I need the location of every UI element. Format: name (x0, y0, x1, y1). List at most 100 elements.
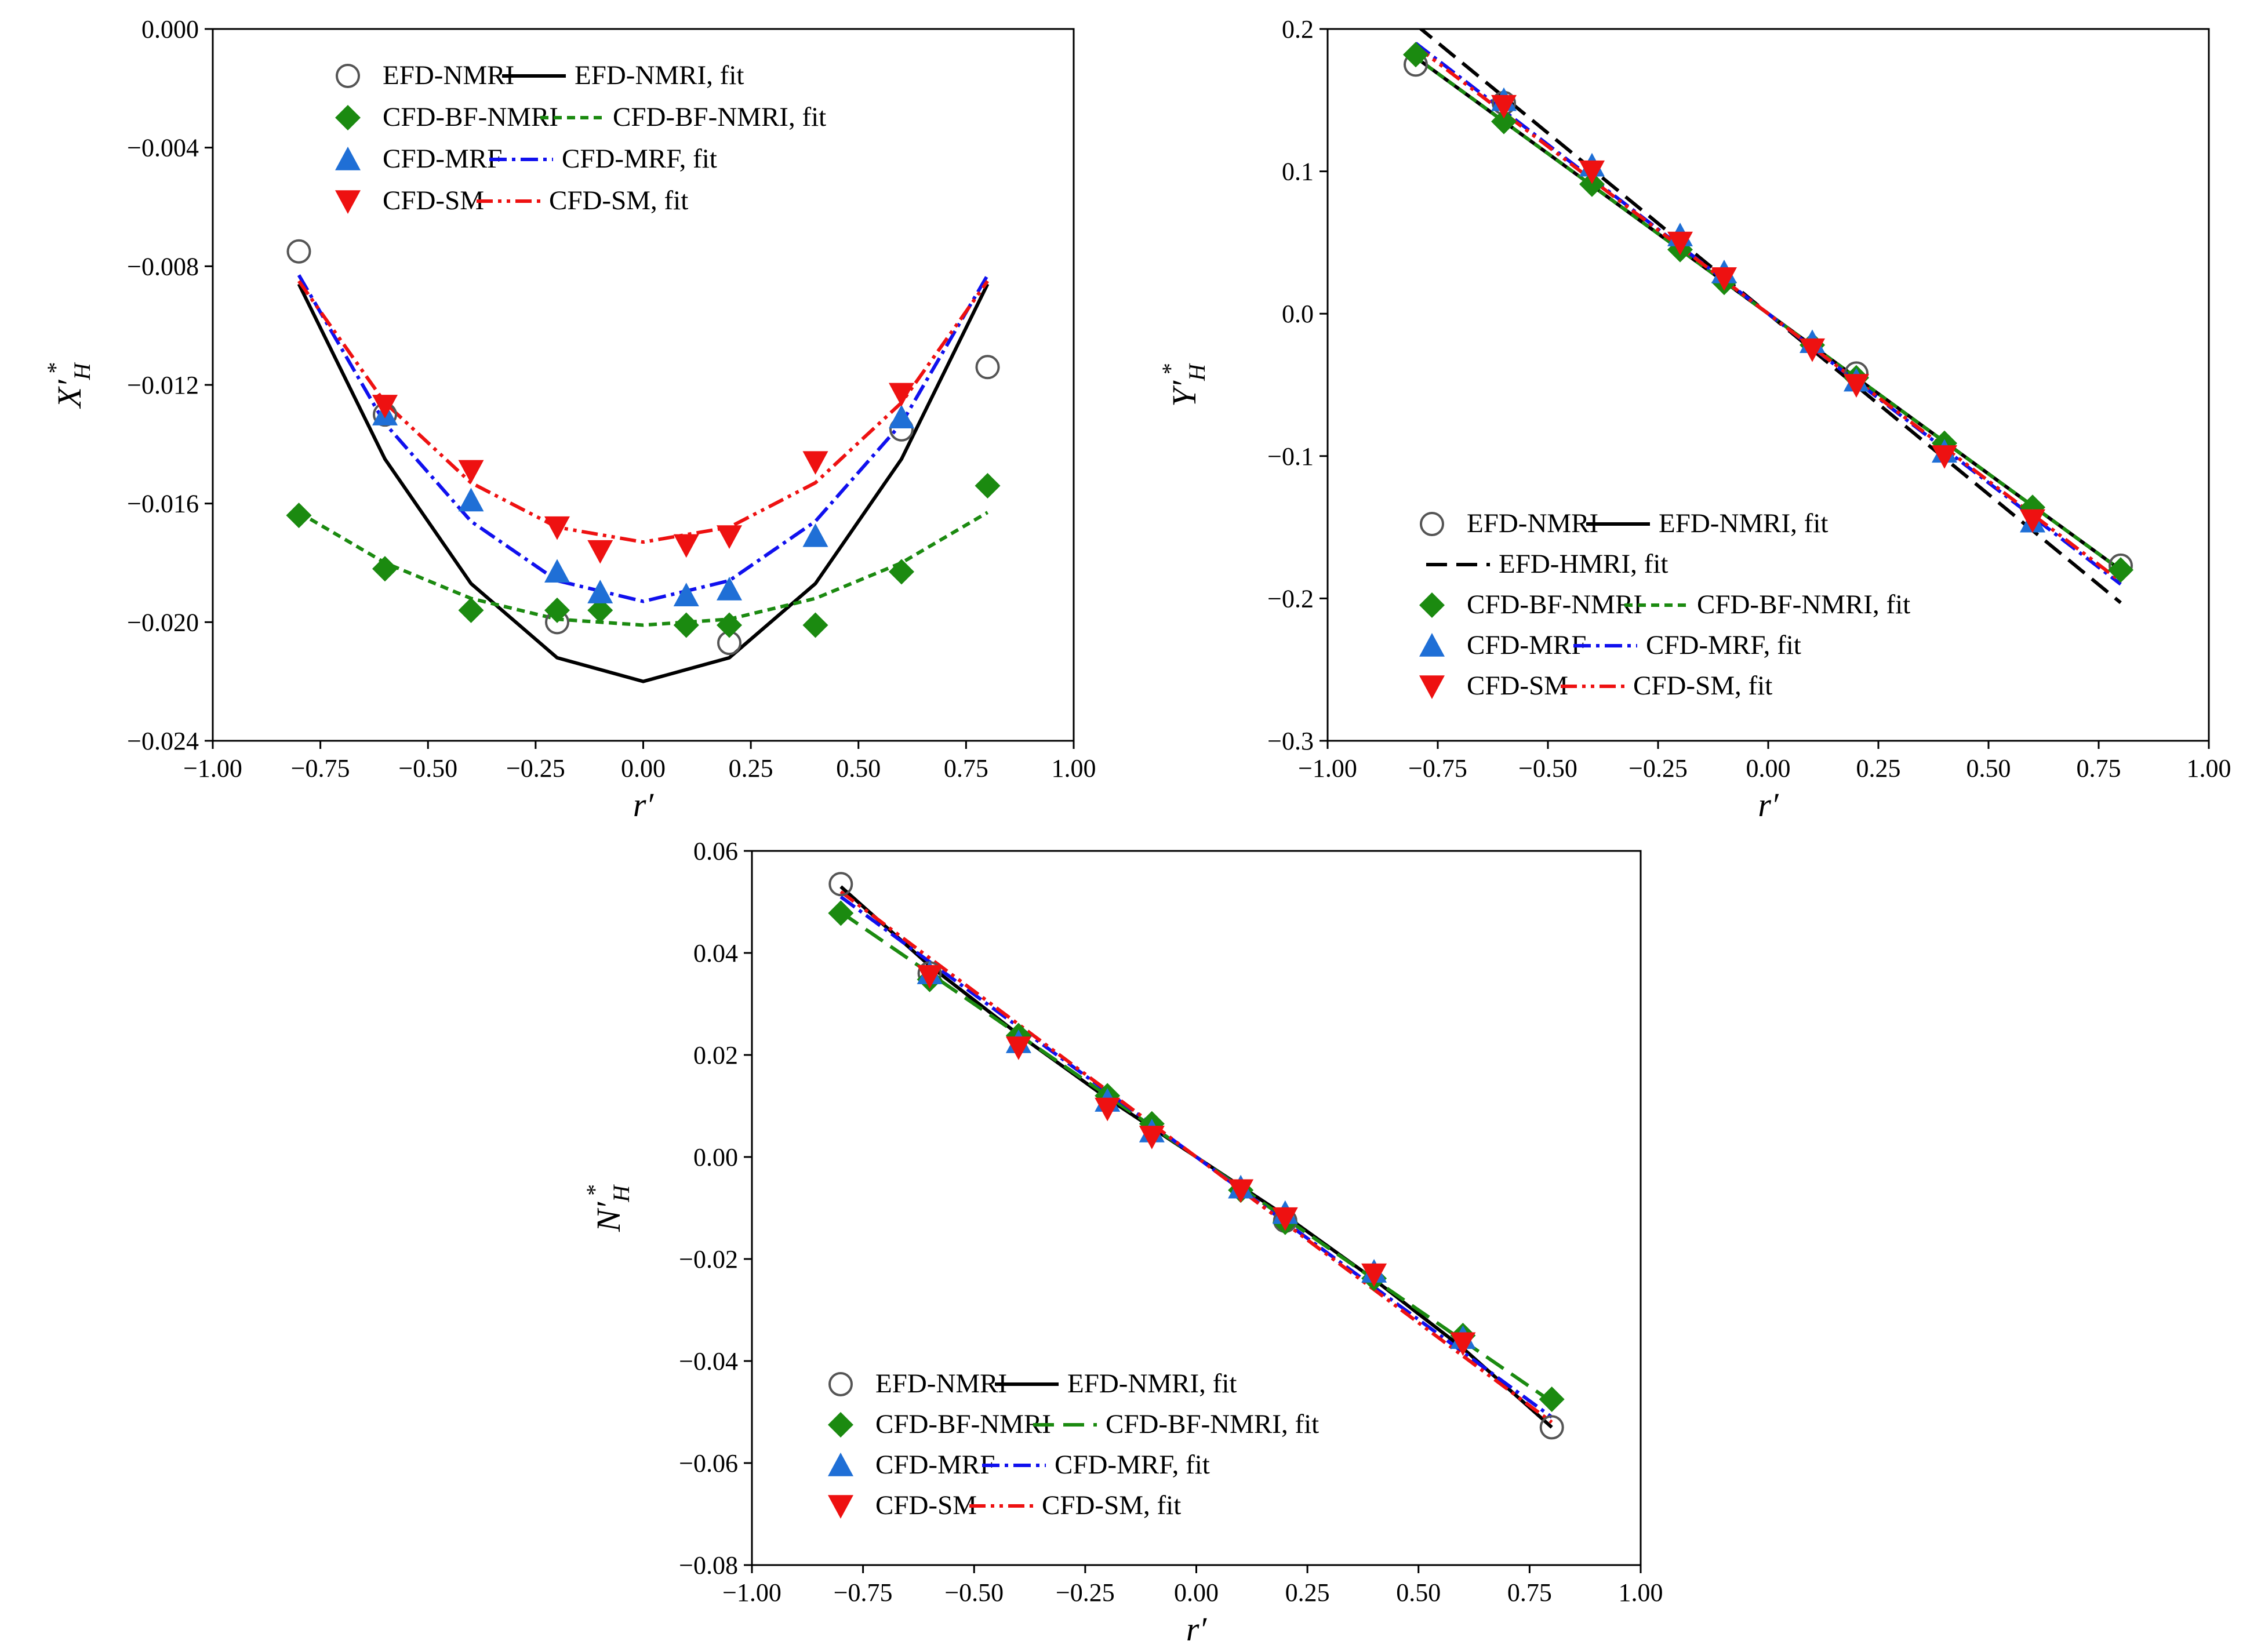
data-point-cfd-sm (1450, 1332, 1476, 1356)
data-point-cfd-bf-nmri (544, 597, 570, 623)
x-tick-label: 0.50 (1966, 754, 2011, 783)
data-point-cfd-sm (889, 383, 914, 407)
legend: EFD-NMRI EFD-NMRI, fit EFD-HMRI, fit CFD-BF… (1419, 508, 1910, 701)
y-tick-label: 0.1 (1282, 158, 1314, 186)
x-tick-label: 1.00 (2187, 754, 2231, 783)
legend-label: CFD-MRF (383, 144, 502, 174)
x-tick-label: −1.00 (722, 1578, 781, 1607)
x-tick-label: 0.00 (1174, 1578, 1219, 1607)
data-point-cfd-mrf (889, 405, 914, 428)
y-tick-label: 0.00 (693, 1143, 738, 1171)
data-point-cfd-sm (1139, 1126, 1165, 1149)
data-point-cfd-sm (1491, 94, 1517, 119)
data-point-cfd-bf-nmri (802, 612, 828, 638)
legend-label: CFD-MRF, fit (562, 144, 717, 174)
fit-line-cfd-bf-nmri-fit (297, 511, 989, 627)
x-tick-label: −1.00 (183, 754, 242, 783)
x-tick-label: 1.00 (1619, 1578, 1663, 1607)
legend-label: EFD-NMRI, fit (1659, 508, 1828, 538)
x-tick-label: 0.00 (621, 754, 666, 783)
legend-label: EFD-NMRI (383, 60, 514, 90)
plot-frame (1326, 28, 2210, 742)
data-point-cfd-bf-nmri (458, 597, 484, 623)
x-tick-label: −0.75 (1408, 754, 1467, 783)
x-tick-label: −0.50 (1518, 754, 1577, 783)
data-point-cfd-mrf (673, 583, 699, 606)
x-tick-label: −0.50 (398, 754, 457, 783)
legend-marker (1419, 675, 1445, 699)
legend-marker (335, 147, 361, 170)
data-point-cfd-sm (673, 534, 699, 558)
x-tick-label: 0.75 (2077, 754, 2121, 783)
data-point-cfd-bf-nmri (975, 472, 1001, 498)
x-tick-label: −1.00 (1298, 754, 1357, 783)
data-point-cfd-bf-nmri (889, 559, 914, 585)
y-tick-label: 0.2 (1282, 15, 1314, 43)
fit-line-cfd-mrf-fit (839, 895, 1553, 1419)
legend-label: CFD-BF-NMRI, fit (613, 102, 826, 132)
y-tick-label: −0.1 (1267, 442, 1314, 471)
legend-label: CFD-MRF (1467, 630, 1586, 660)
data-point-cfd-sm (1095, 1097, 1121, 1122)
legend-label: CFD-MRF, fit (1646, 630, 1801, 660)
data-point-cfd-mrf (717, 577, 742, 601)
y-axis-label: Y′H* (1157, 363, 1210, 407)
y-tick-label: −0.06 (679, 1449, 738, 1478)
legend-label: CFD-BF-NMRI (1467, 590, 1642, 620)
legend-label: EFD-NMRI (1467, 508, 1598, 538)
legend-label: EFD-NMRI, fit (575, 60, 744, 90)
x-tick-label: −0.50 (944, 1578, 1004, 1607)
data-point-cfd-bf-nmri (587, 597, 613, 623)
data-point-cfd-mrf (802, 523, 828, 547)
x-tick-label: −0.25 (1056, 1578, 1115, 1607)
data-point-cfd-sm (1844, 374, 1869, 398)
x-tick-label: −0.75 (291, 754, 350, 783)
legend-label: CFD-BF-NMRI (875, 1409, 1051, 1439)
data-point-cfd-bf-nmri (2108, 557, 2133, 583)
legend: EFD-NMRI EFD-NMRI, fit CFD-BF-NMRI CFD-BF-N… (828, 1369, 1319, 1520)
legend-label: CFD-SM, fit (1633, 671, 1772, 701)
x-tick-label: −0.25 (506, 754, 565, 783)
data-point-cfd-bf-nmri (1579, 171, 1605, 197)
y-tick-label: −0.2 (1267, 584, 1314, 613)
data-point-cfd-sm (1800, 338, 1825, 362)
data-point-efd-nmri (1539, 1415, 1564, 1440)
legend-marker (336, 64, 360, 88)
data-point-cfd-sm (917, 965, 943, 989)
data-point-cfd-sm (1667, 231, 1693, 256)
data-point-cfd-sm (1579, 160, 1605, 184)
fit-line-cfd-sm-fit (839, 890, 1553, 1424)
x-tick-label: 0.25 (729, 754, 773, 783)
data-point-cfd-sm (717, 525, 742, 549)
data-point-cfd-sm (1005, 1036, 1031, 1060)
data-point-cfd-mrf (587, 580, 613, 603)
legend-label: CFD-SM (383, 185, 484, 216)
data-point-cfd-bf-nmri (286, 503, 312, 529)
data-point-efd-nmri (286, 239, 311, 264)
legend-marker (335, 190, 361, 214)
data-point-efd-nmri (975, 355, 1000, 380)
y-tick-label: −0.024 (127, 727, 199, 755)
y-tick-label: −0.02 (679, 1245, 738, 1273)
legend-label: EFD-NMRI, fit (1067, 1369, 1237, 1399)
y-tick-label: 0.000 (141, 15, 199, 43)
y-tick-label: −0.04 (679, 1347, 738, 1376)
data-point-cfd-sm (1932, 445, 1957, 469)
x-axis-label: r′ (1758, 786, 1779, 824)
legend-label: EFD-NMRI (875, 1369, 1007, 1399)
legend-marker (1420, 512, 1444, 536)
x-tick-label: 0.75 (944, 754, 988, 783)
chart-3: −1.00 −0.75 −0.50 −0.25 0.00 0.25 0.50 0.75 1.00… (581, 837, 1663, 1648)
y-axis-label: N′H* (581, 1184, 634, 1232)
fit-line-cfd-bf-nmri-fit (1415, 56, 2122, 572)
y-tick-label: 0.02 (693, 1041, 738, 1069)
x-tick-label: 1.00 (1052, 754, 1096, 783)
legend-marker (828, 1495, 853, 1519)
data-point-cfd-sm (1711, 267, 1737, 291)
y-tick-label: −0.020 (127, 608, 199, 636)
plot-frame (751, 850, 1642, 1566)
fit-line-cfd-mrf-fit (297, 274, 990, 603)
x-tick-label: −0.25 (1628, 754, 1688, 783)
legend-label: CFD-MRF (875, 1450, 995, 1480)
data-point-efd-nmri (828, 872, 853, 897)
